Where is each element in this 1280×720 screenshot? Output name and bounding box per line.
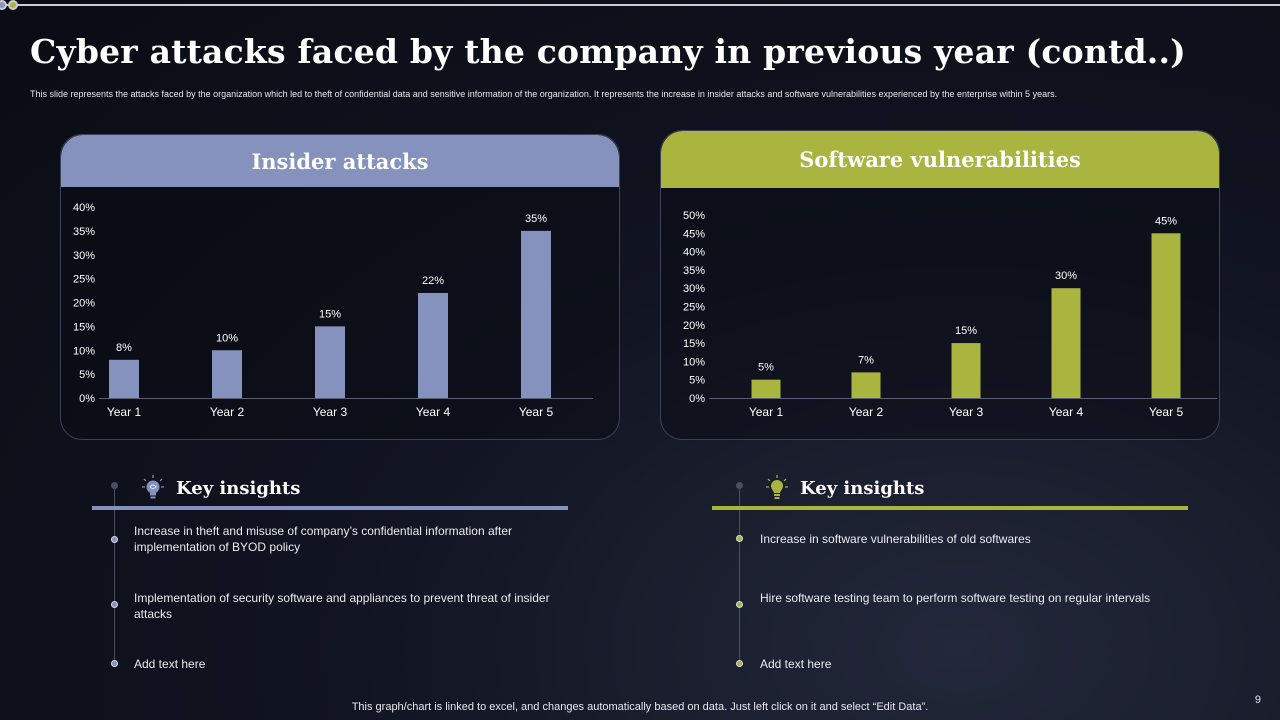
top-dot-blue bbox=[0, 0, 7, 10]
insider-data-label: 35% bbox=[525, 213, 547, 225]
software-y-tick-label: 10% bbox=[683, 356, 705, 368]
insider-data-label: 8% bbox=[116, 342, 132, 354]
right-key-insights-header: Key insights bbox=[766, 470, 924, 506]
insider-category-label: Year 1 bbox=[107, 405, 142, 419]
insider-bar bbox=[212, 350, 242, 398]
lightbulb-icon bbox=[766, 475, 788, 501]
software-data-label: 5% bbox=[758, 362, 774, 374]
left-insight-item: Increase in theft and misuse of company’… bbox=[134, 524, 512, 554]
insider-bar bbox=[109, 359, 139, 398]
software-vulnerabilities-chart: 0% 5% 10% 15% 20% 25% 30% 35% 40% 45% 50% 5% Year 1 7… bbox=[683, 210, 1217, 419]
software-bar bbox=[851, 372, 881, 398]
insider-y-tick-label: 5% bbox=[79, 369, 95, 381]
insider-y-tick-label: 40% bbox=[73, 202, 95, 214]
software-y-tick-label: 45% bbox=[683, 228, 705, 240]
insider-data-label: 10% bbox=[216, 332, 238, 344]
insider-category-label: Year 4 bbox=[416, 405, 451, 419]
software-bar bbox=[1051, 288, 1081, 398]
right-insight-bullet bbox=[736, 601, 743, 608]
software-y-tick-label: 35% bbox=[683, 265, 705, 277]
left-insight-bullet bbox=[111, 601, 118, 608]
software-bar bbox=[751, 379, 781, 398]
software-y-tick-label: 25% bbox=[683, 302, 705, 314]
left-key-insights-title: Key insights bbox=[176, 477, 301, 499]
right-key-insights-title: Key insights bbox=[800, 477, 925, 499]
right-insight-bullet bbox=[736, 660, 743, 667]
software-y-tick-label: 50% bbox=[683, 210, 705, 222]
left-insight-bullet bbox=[111, 660, 118, 667]
top-rule bbox=[0, 4, 1280, 6]
slide-title: Cyber attacks faced by the company in pr… bbox=[30, 32, 1186, 71]
software-y-tick-label: 30% bbox=[683, 283, 705, 295]
insider-bar bbox=[315, 326, 345, 398]
software-data-label: 7% bbox=[858, 354, 874, 366]
right-timeline-start-dot bbox=[736, 482, 743, 489]
insider-y-tick-label: 35% bbox=[73, 226, 95, 238]
software-bar bbox=[1151, 233, 1181, 398]
right-insights-underline bbox=[712, 506, 1188, 510]
software-y-tick-label: 20% bbox=[683, 320, 705, 332]
software-y-tick-label: 0% bbox=[689, 393, 705, 405]
software-data-label: 45% bbox=[1155, 215, 1177, 227]
insider-category-label: Year 2 bbox=[210, 405, 245, 419]
left-insight-item: Add text here bbox=[134, 657, 206, 671]
insider-attacks-heading: Insider attacks bbox=[61, 135, 619, 187]
left-timeline-start-dot bbox=[111, 482, 118, 489]
software-y-tick-label: 15% bbox=[683, 338, 705, 350]
brain-bulb-icon bbox=[142, 475, 164, 501]
software-category-label: Year 3 bbox=[949, 405, 984, 419]
slide-subtitle: This slide represents the attacks faced … bbox=[30, 89, 1058, 99]
right-insight-item: Hire software testing team to perform so… bbox=[760, 591, 1151, 605]
left-insights-underline bbox=[92, 506, 568, 510]
insider-bar bbox=[521, 230, 551, 398]
right-insight-bullet bbox=[736, 535, 743, 542]
insider-bar bbox=[418, 292, 448, 398]
insider-y-tick-label: 20% bbox=[73, 298, 95, 310]
insider-y-tick-label: 10% bbox=[73, 345, 95, 357]
software-category-label: Year 4 bbox=[1049, 405, 1084, 419]
software-category-label: Year 5 bbox=[1149, 405, 1184, 419]
software-y-tick-label: 5% bbox=[689, 375, 705, 387]
insider-data-label: 22% bbox=[422, 275, 444, 287]
software-y-tick-label: 40% bbox=[683, 247, 705, 259]
software-vulnerabilities-panel: Software vulnerabilities 0% 5% 10% 15% 20% 25… bbox=[660, 130, 1220, 440]
left-insight-item: Implementation of security software and … bbox=[134, 591, 550, 621]
software-vulnerabilities-heading: Software vulnerabilities bbox=[661, 131, 1219, 188]
page-number: 9 bbox=[1254, 694, 1261, 706]
insider-y-tick-label: 25% bbox=[73, 274, 95, 286]
software-category-label: Year 2 bbox=[849, 405, 884, 419]
left-insight-bullet bbox=[111, 536, 118, 543]
right-timeline-line bbox=[739, 488, 740, 664]
software-data-label: 30% bbox=[1055, 270, 1077, 282]
right-insight-item: Add text here bbox=[760, 657, 832, 671]
insider-y-tick-label: 0% bbox=[79, 393, 95, 405]
insider-attacks-panel: Insider attacks 0% 5% 10% 15% 20% 25% 30% 35% 40… bbox=[60, 134, 620, 440]
software-category-label: Year 1 bbox=[749, 405, 784, 419]
insider-y-tick-label: 30% bbox=[73, 250, 95, 262]
software-bar bbox=[951, 343, 981, 398]
left-timeline-line bbox=[114, 488, 115, 664]
insider-attacks-chart: 0% 5% 10% 15% 20% 25% 30% 35% 40% 8% Year 1 10% Year… bbox=[73, 202, 593, 419]
insider-y-tick-label: 15% bbox=[73, 321, 95, 333]
insider-category-label: Year 3 bbox=[313, 405, 348, 419]
insider-data-label: 15% bbox=[319, 308, 341, 320]
footer-note: This graph/chart is linked to excel, and… bbox=[351, 701, 929, 713]
software-data-label: 15% bbox=[955, 325, 977, 337]
insider-category-label: Year 5 bbox=[519, 405, 554, 419]
left-key-insights-header: Key insights bbox=[142, 470, 300, 506]
top-dot-green bbox=[8, 0, 18, 10]
right-insight-item: Increase in software vulnerabilities of … bbox=[760, 532, 1031, 546]
